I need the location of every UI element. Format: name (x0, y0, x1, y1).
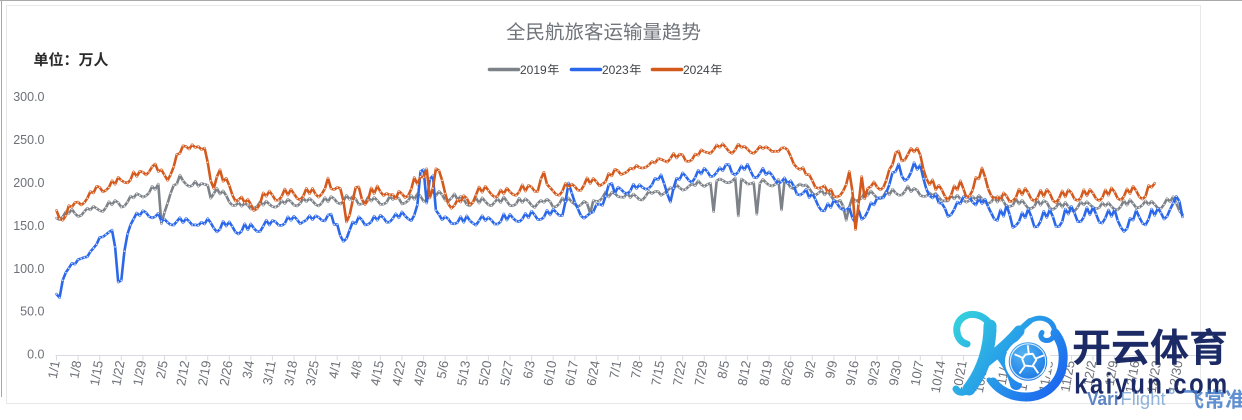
svg-text:50.0: 50.0 (20, 305, 44, 319)
svg-text:1/15: 1/15 (87, 359, 106, 387)
svg-text:5/6: 5/6 (434, 359, 452, 379)
svg-text:8/19: 8/19 (756, 359, 775, 387)
svg-text:4/29: 4/29 (411, 359, 430, 387)
svg-text:12/23: 12/23 (1144, 359, 1164, 394)
svg-text:4/22: 4/22 (389, 359, 408, 387)
svg-text:250.0: 250.0 (13, 133, 44, 147)
svg-text:300.0: 300.0 (13, 90, 44, 104)
svg-text:1/29: 1/29 (130, 359, 149, 387)
svg-text:7/1: 7/1 (606, 359, 624, 379)
svg-text:12/9: 12/9 (1102, 359, 1121, 387)
svg-text:4/8: 4/8 (347, 359, 365, 379)
svg-text:100.0: 100.0 (13, 262, 44, 276)
svg-text:2019: 2019 (520, 63, 547, 77)
svg-text:1/22: 1/22 (108, 359, 127, 387)
svg-text:2023: 2023 (602, 63, 629, 77)
svg-text:9/16: 9/16 (843, 359, 862, 387)
svg-text:Vari: Vari (1087, 388, 1119, 409)
svg-text:2/26: 2/26 (216, 359, 235, 387)
svg-text:6/3: 6/3 (520, 359, 538, 379)
svg-text:0.0: 0.0 (27, 348, 44, 362)
svg-text:7/15: 7/15 (648, 359, 667, 387)
svg-text:6/17: 6/17 (562, 359, 581, 387)
svg-text:7/22: 7/22 (670, 359, 689, 387)
svg-text:10/7: 10/7 (907, 359, 926, 387)
svg-text:4/1: 4/1 (326, 359, 344, 379)
svg-text:200.0: 200.0 (13, 176, 44, 190)
svg-text:8/12: 8/12 (735, 359, 754, 387)
svg-text:2/5: 2/5 (153, 359, 171, 379)
svg-text:9/23: 9/23 (864, 359, 883, 387)
svg-text:8/5: 8/5 (714, 359, 732, 379)
svg-text:10/14: 10/14 (928, 359, 948, 394)
svg-text:3/25: 3/25 (303, 359, 322, 387)
svg-text:2024: 2024 (683, 63, 710, 77)
svg-text:kaiyun.com: kaiyun.com (1074, 367, 1229, 400)
svg-text:5/27: 5/27 (497, 359, 516, 387)
svg-text:6/10: 6/10 (540, 359, 559, 387)
svg-text:12/2: 12/2 (1080, 359, 1099, 387)
svg-text:2/19: 2/19 (195, 359, 214, 387)
svg-text:5/13: 5/13 (454, 359, 473, 387)
svg-text:6/24: 6/24 (583, 359, 602, 387)
svg-text:9/2: 9/2 (801, 359, 819, 379)
svg-text:9/9: 9/9 (822, 359, 840, 379)
svg-text:8/26: 8/26 (778, 359, 797, 387)
svg-text:1/1: 1/1 (45, 359, 63, 379)
svg-text:7/8: 7/8 (628, 359, 646, 379)
svg-text:1/8: 1/8 (66, 359, 84, 379)
svg-text:9/30: 9/30 (886, 359, 905, 387)
svg-text:150.0: 150.0 (13, 219, 44, 233)
svg-text:5/20: 5/20 (475, 359, 494, 387)
svg-text:3/4: 3/4 (239, 359, 257, 379)
svg-text:4/15: 4/15 (367, 359, 386, 387)
svg-text:3/18: 3/18 (281, 359, 300, 387)
svg-text:2/12: 2/12 (173, 359, 192, 387)
svg-text:12/16: 12/16 (1122, 359, 1142, 394)
svg-text:3/11: 3/11 (260, 359, 279, 386)
svg-text:12/30: 12/30 (1165, 359, 1185, 394)
svg-text:7/29: 7/29 (691, 359, 710, 387)
svg-text:Flight: Flight (1120, 388, 1165, 409)
